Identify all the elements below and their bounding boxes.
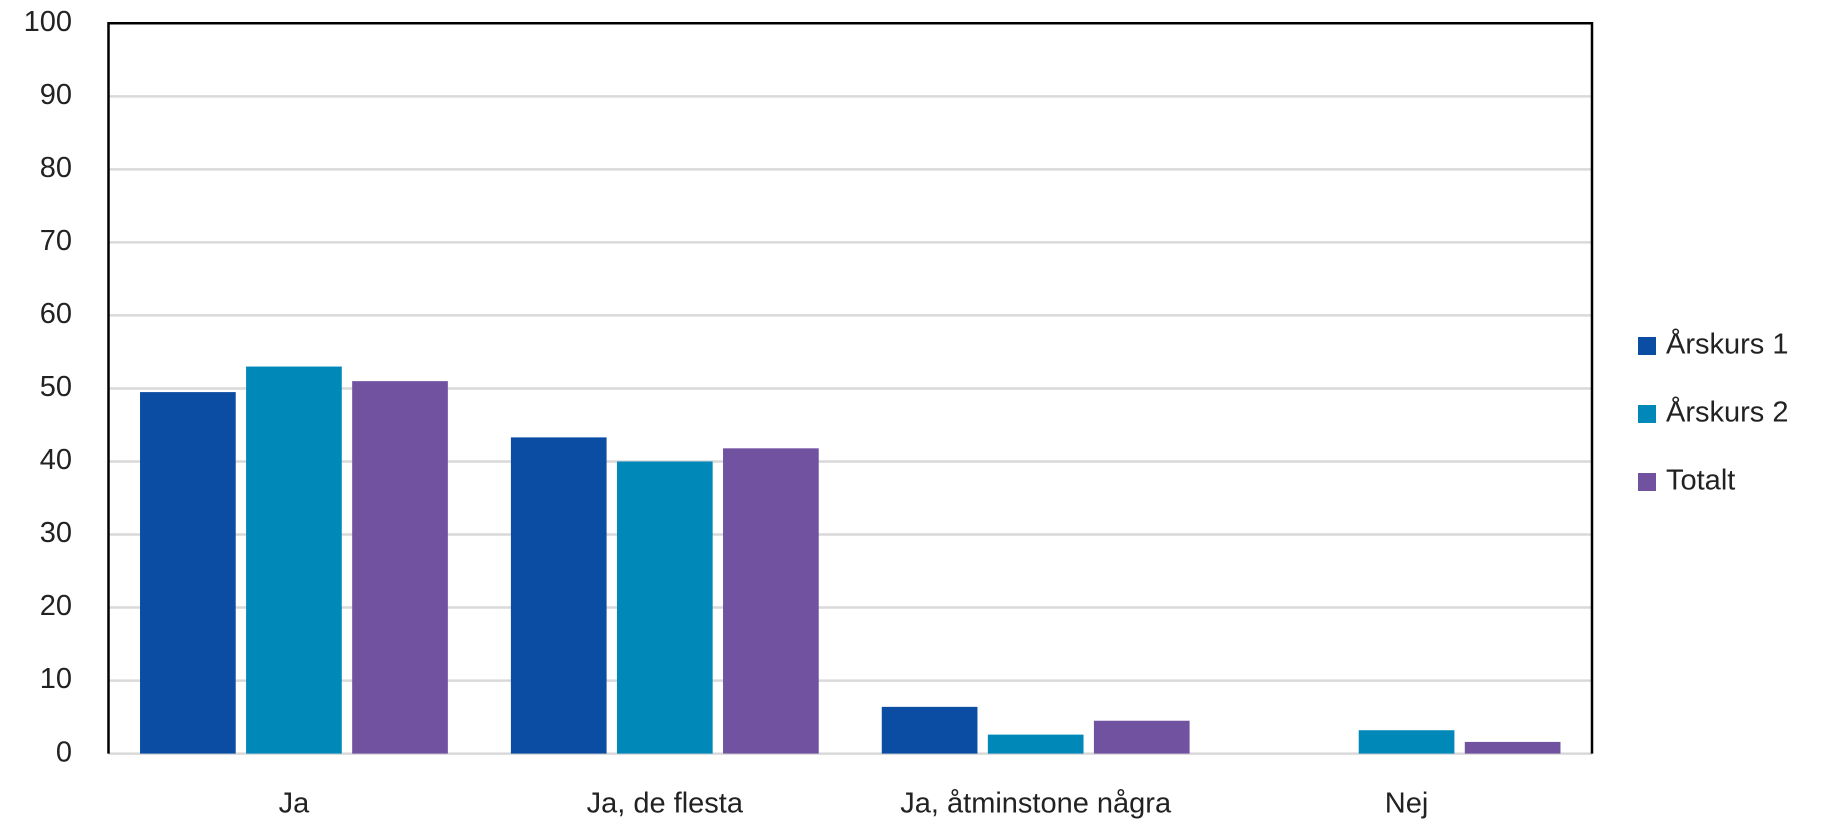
bar [1464,741,1561,754]
legend-swatch [1638,405,1656,423]
y-tick-label: 70 [40,225,72,257]
legend-label: Årskurs 1 [1666,328,1788,361]
bar [140,392,236,754]
legend-label: Totalt [1666,465,1735,497]
legend-label: Årskurs 2 [1666,396,1788,429]
plot-frame [107,22,1594,754]
legend-swatch [1638,337,1656,355]
y-tick-label: 100 [24,6,72,38]
y-tick-label: 0 [56,736,72,768]
bar [510,437,607,754]
bar [723,448,819,754]
x-tick-label: Ja, åtminstone några [900,788,1172,820]
y-tick-label: 50 [40,371,72,403]
y-tick-label: 80 [40,152,72,184]
bar [246,366,342,754]
bar [1358,730,1455,754]
x-tick-label: Ja, de flesta [587,788,744,820]
y-tick-label: 10 [40,663,72,695]
y-tick-label: 20 [40,590,72,622]
legend-swatch [1638,473,1656,491]
y-tick-label: 40 [40,444,72,476]
bar [616,461,713,754]
y-tick-label: 60 [40,298,72,330]
y-tick-label: 90 [40,79,72,111]
y-tick-label: 30 [40,517,72,549]
bar [987,734,1084,754]
bar [352,381,448,754]
x-tick-label: Nej [1385,788,1429,820]
bar [881,706,978,754]
bar [1093,720,1190,754]
x-tick-label: Ja [279,788,311,820]
